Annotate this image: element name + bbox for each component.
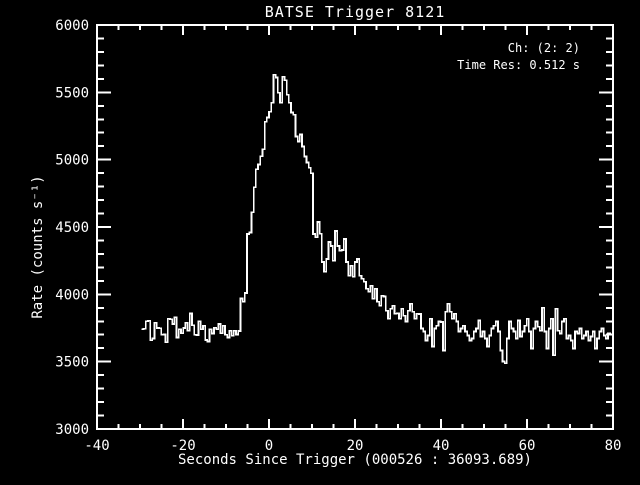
x-axis-label: Seconds Since Trigger (000526 : 36093.68… <box>178 452 532 468</box>
y-tick-label: 5000 <box>55 153 89 169</box>
x-tick-label: 60 <box>519 438 536 454</box>
y-tick-label: 5500 <box>55 85 89 101</box>
y-tick-label: 4000 <box>55 287 89 303</box>
time-res-annotation: Time Res: 0.512 s <box>457 58 580 72</box>
plot-box <box>96 24 614 430</box>
axes: -40 -20 0 20 40 60 80 3000 3500 4000 4500 5000 5500 6… <box>55 18 621 454</box>
x-tick-label: 20 <box>347 438 364 454</box>
light-curve-layer <box>141 73 613 365</box>
y-tick-label: 3500 <box>55 355 89 371</box>
y-tick-label: 6000 <box>55 18 89 34</box>
y-axis-label: Rate (counts s⁻¹) <box>30 175 46 318</box>
x-tick-label: 80 <box>605 438 622 454</box>
chart-title: BATSE Trigger 8121 <box>265 3 446 21</box>
y-tick-label: 4500 <box>55 220 89 236</box>
channel-annotation: Ch: (2: 2) <box>508 41 580 55</box>
light-curve <box>141 73 613 365</box>
x-tick-label: -20 <box>170 438 195 454</box>
x-tick-label: 0 <box>265 438 273 454</box>
x-tick-label: 40 <box>433 438 450 454</box>
y-tick-label: 3000 <box>55 422 89 438</box>
x-tick-label: -40 <box>84 438 109 454</box>
